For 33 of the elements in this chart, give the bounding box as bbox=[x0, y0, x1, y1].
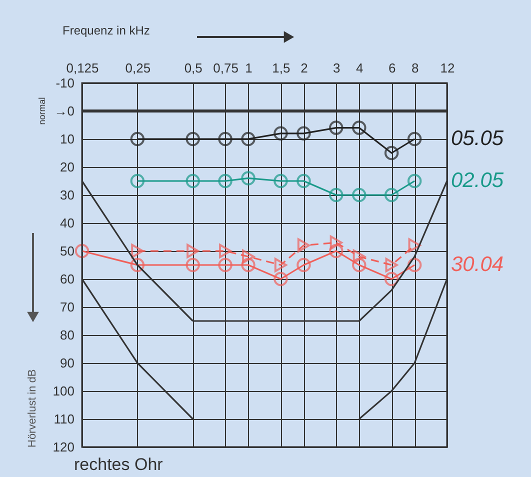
y-tick-label: 30 bbox=[60, 188, 74, 202]
y-axis-title: Hörverlust in dB bbox=[26, 369, 38, 448]
x-tick-label: 6 bbox=[388, 60, 396, 76]
y-tick-label: 120 bbox=[52, 440, 74, 454]
y-tick-label: 60 bbox=[60, 272, 74, 286]
series-label: 02.05 bbox=[451, 169, 504, 192]
x-tick-label: 1 bbox=[245, 60, 252, 76]
x-tick-label: 0,25 bbox=[125, 60, 151, 76]
x-tick-label: 2 bbox=[300, 60, 308, 76]
x-tick-label: 8 bbox=[411, 60, 419, 76]
y-tick-label: 80 bbox=[60, 328, 74, 342]
x-tick-label: 3 bbox=[333, 60, 340, 76]
y-tick-label: 10 bbox=[60, 132, 74, 146]
y-tick-label: 70 bbox=[60, 300, 74, 314]
y-tick-label: 100 bbox=[52, 384, 74, 398]
x-axis-title: Frequenz in kHz bbox=[62, 24, 150, 38]
y-tick-label: 110 bbox=[54, 412, 74, 426]
series-label: 05.05 bbox=[451, 127, 504, 150]
y-tick-label: →0 bbox=[54, 104, 74, 118]
series-label: 30.04 bbox=[451, 253, 504, 276]
y-tick-label: 90 bbox=[60, 356, 74, 370]
x-tick-label: 4 bbox=[356, 60, 364, 76]
y-tick-label: -10 bbox=[56, 76, 74, 90]
y-tick-label: 50 bbox=[60, 244, 74, 258]
x-tick-label: 1,5 bbox=[272, 60, 290, 76]
y-tick-label: 40 bbox=[60, 216, 74, 230]
x-tick-label: 0,125 bbox=[66, 60, 99, 76]
x-tick-label: 0,5 bbox=[184, 60, 202, 76]
x-tick-label: 0,75 bbox=[213, 60, 238, 76]
x-tick-label: 12 bbox=[440, 60, 455, 76]
y-tick-label: 20 bbox=[60, 160, 74, 174]
text: normal bbox=[37, 97, 47, 125]
text: rechtes Ohr bbox=[74, 455, 164, 474]
